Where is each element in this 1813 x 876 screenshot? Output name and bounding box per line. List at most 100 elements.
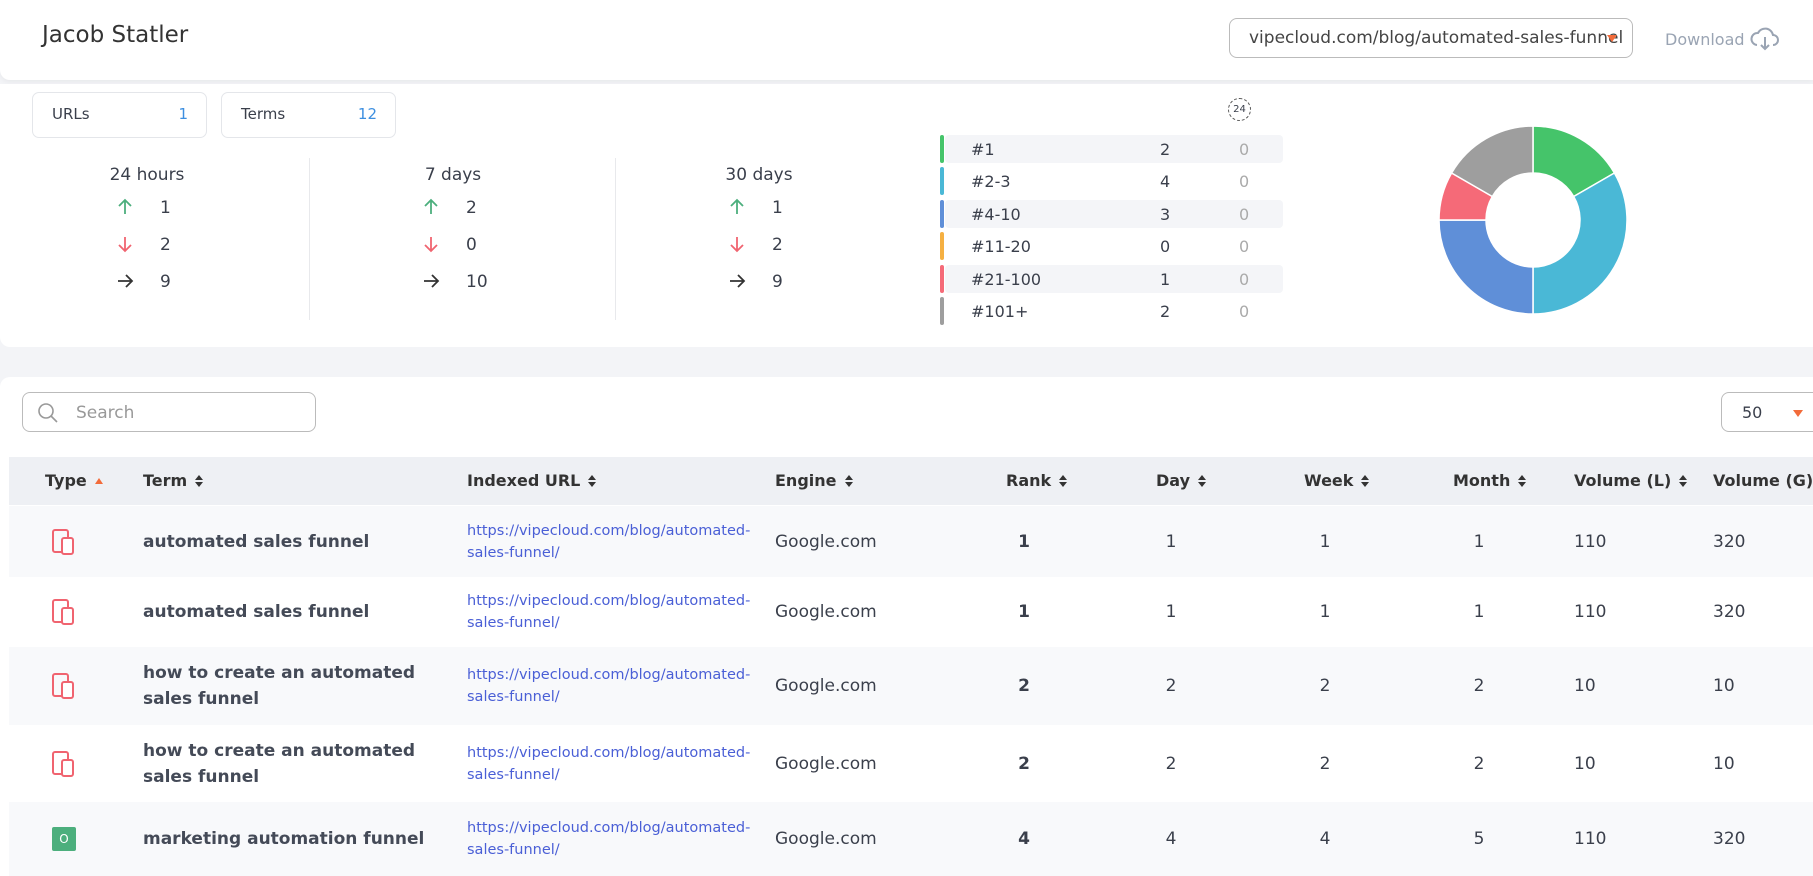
term: automated sales funnel bbox=[143, 531, 370, 552]
arrow bbox=[116, 198, 134, 220]
sort-icon bbox=[588, 475, 597, 487]
search-icon bbox=[38, 403, 58, 423]
arrow-icon bbox=[730, 198, 744, 214]
counter-box: URLs 1 bbox=[32, 92, 207, 138]
table-card: Search 50 Type Term Indexed URL Engine Rank D… bbox=[0, 377, 1813, 876]
rank: 1 bbox=[1018, 602, 1030, 622]
caret bbox=[1793, 410, 1803, 417]
column-header[interactable]: Rank bbox=[1006, 471, 1068, 490]
search-placeholder: Search bbox=[76, 403, 135, 423]
url-select[interactable]: vipecloud.com/blog/automated-sales-funne… bbox=[1229, 18, 1633, 58]
column-header[interactable]: Week bbox=[1304, 471, 1370, 490]
color-bar bbox=[940, 135, 944, 163]
rank-bucket: #4-10 bbox=[971, 204, 1021, 224]
rank-bucket: #11-20 bbox=[971, 237, 1031, 257]
month: 2 bbox=[1473, 753, 1485, 774]
column-header[interactable]: Volume (L) bbox=[1574, 471, 1688, 490]
column-header[interactable]: Type bbox=[45, 471, 103, 490]
indexed-url[interactable]: https://vipecloud.com/blog/automated-sal… bbox=[467, 820, 751, 858]
column-title: Volume (L) bbox=[1574, 471, 1672, 490]
indexed-url[interactable]: https://vipecloud.com/blog/automated-sal… bbox=[467, 522, 751, 561]
download[interactable]: Download bbox=[1665, 27, 1780, 51]
arrow-icon bbox=[424, 274, 440, 288]
sort-asc bbox=[94, 478, 103, 484]
arrow-icon bbox=[730, 237, 744, 253]
volume-local: 110 bbox=[1574, 829, 1607, 849]
week: 1 bbox=[1319, 602, 1331, 622]
rank: 2 bbox=[1018, 753, 1030, 774]
engine: Google.com bbox=[775, 676, 877, 696]
donut-chart bbox=[1438, 125, 1628, 315]
arrow-icon bbox=[118, 237, 132, 253]
device-svg bbox=[52, 673, 74, 699]
period-same: 10 bbox=[466, 272, 488, 292]
period-down: 2 bbox=[160, 235, 171, 255]
volume-local: 110 bbox=[1574, 602, 1607, 622]
column-header[interactable]: Day bbox=[1156, 471, 1207, 490]
column-header[interactable]: Term bbox=[143, 471, 204, 490]
indexed-url[interactable]: https://vipecloud.com/blog/automated-sal… bbox=[467, 667, 751, 705]
volume-global: 10 bbox=[1713, 676, 1735, 696]
period-up: 1 bbox=[772, 198, 783, 218]
stats-card: URLs 1 Terms 12 24 hours 1 2 9 7 days 2 0 10 30 days… bbox=[0, 84, 1813, 347]
arrow-icon bbox=[424, 237, 438, 253]
month: 5 bbox=[1473, 829, 1485, 849]
arrow bbox=[422, 198, 440, 220]
device-icon bbox=[52, 750, 76, 781]
color-bar bbox=[940, 199, 944, 228]
page-size-select[interactable]: 50 bbox=[1721, 392, 1813, 432]
rank: 2 bbox=[1018, 676, 1030, 696]
arrow bbox=[422, 235, 440, 257]
search-box[interactable]: Search bbox=[22, 392, 316, 432]
month: 2 bbox=[1473, 676, 1485, 696]
term: how to create an automated sales funnel bbox=[143, 663, 416, 709]
column-title: Term bbox=[143, 471, 188, 490]
term: automated sales funnel bbox=[143, 602, 370, 622]
period-up: 1 bbox=[160, 198, 171, 218]
arrow-icon bbox=[730, 274, 746, 288]
rank-bucket: #2-3 bbox=[971, 172, 1011, 192]
arrow bbox=[116, 235, 134, 257]
day: 2 bbox=[1165, 676, 1177, 696]
week: 1 bbox=[1319, 531, 1331, 552]
sort-icon bbox=[1679, 475, 1688, 487]
bucket-count: 2 bbox=[1160, 302, 1171, 321]
period-label: 30 days bbox=[725, 165, 793, 185]
header-bar: Jacob Statler vipecloud.com/blog/automat… bbox=[0, 0, 1813, 80]
bucket-count: 2 bbox=[1160, 140, 1171, 159]
week: 2 bbox=[1319, 676, 1331, 696]
day: 2 bbox=[1165, 753, 1177, 774]
engine: Google.com bbox=[775, 602, 877, 622]
column-header[interactable]: Engine bbox=[775, 471, 853, 490]
page-size: 50 bbox=[1742, 403, 1763, 422]
term: marketing automation funnel bbox=[143, 829, 425, 849]
donut-segment bbox=[1450, 125, 1534, 198]
period-label: 7 days bbox=[424, 165, 482, 185]
day: 4 bbox=[1165, 829, 1177, 849]
engine: Google.com bbox=[775, 531, 877, 552]
indexed-url[interactable]: https://vipecloud.com/blog/automated-sal… bbox=[467, 593, 751, 631]
type-badge: O bbox=[52, 827, 76, 851]
column-title: Rank bbox=[1006, 471, 1052, 490]
counter-label: URLs bbox=[52, 105, 90, 123]
arrow bbox=[728, 198, 746, 220]
bucket-change: 0 bbox=[1239, 269, 1250, 289]
column-header[interactable]: Volume (G) bbox=[1713, 471, 1813, 490]
sort-icon bbox=[1198, 475, 1207, 487]
arrow bbox=[728, 272, 746, 294]
column-header[interactable]: Indexed URL bbox=[467, 471, 597, 490]
column-title: Day bbox=[1156, 471, 1191, 490]
sort-icon bbox=[195, 475, 204, 487]
indexed-url[interactable]: https://vipecloud.com/blog/automated-sal… bbox=[467, 744, 751, 783]
rank-bucket: #21-100 bbox=[971, 269, 1042, 289]
column-header[interactable]: Month bbox=[1453, 471, 1527, 490]
period-same: 9 bbox=[772, 272, 783, 292]
device-icon bbox=[52, 528, 76, 559]
download-icon bbox=[1750, 27, 1779, 51]
row-bg bbox=[945, 199, 1283, 228]
caret bbox=[1607, 35, 1617, 42]
volume-local: 10 bbox=[1574, 753, 1596, 774]
period-down: 2 bbox=[772, 235, 783, 255]
arrow-icon bbox=[424, 198, 438, 214]
donut-segment bbox=[1532, 171, 1628, 315]
